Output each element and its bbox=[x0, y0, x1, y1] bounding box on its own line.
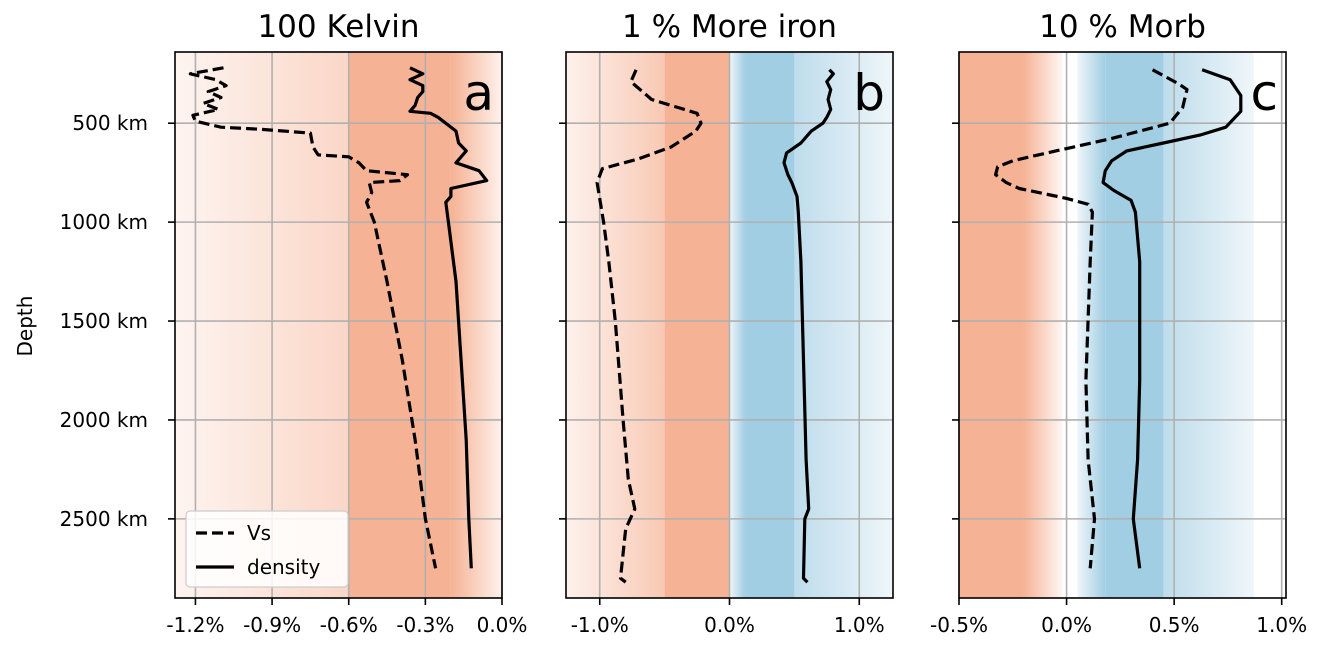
x-tick-label: -0.9% bbox=[243, 613, 301, 637]
y-axis-label: Depth bbox=[13, 296, 37, 357]
panel-c: -0.5% 0.0% 0.5% 1.0% 10 % Morb c bbox=[930, 9, 1307, 637]
shading-band bbox=[729, 52, 746, 598]
y-tick-label: 1000 km bbox=[60, 210, 148, 234]
panel-title: 1 % More iron bbox=[622, 9, 837, 45]
x-tick-label: -0.3% bbox=[396, 613, 454, 637]
background-shading bbox=[566, 52, 893, 598]
grid bbox=[566, 52, 893, 598]
shading-band bbox=[348, 52, 451, 598]
series-density-line bbox=[782, 68, 835, 584]
background-shading bbox=[959, 52, 1254, 598]
series-vs-line bbox=[188, 66, 438, 569]
x-tick-label: 0.5% bbox=[1149, 613, 1200, 637]
series-density-line bbox=[1101, 68, 1243, 569]
panel-title: 100 Kelvin bbox=[257, 9, 419, 45]
series-vs-line bbox=[994, 68, 1189, 569]
x-tick-label: 1.0% bbox=[834, 613, 885, 637]
x-tick-label: 0.0% bbox=[1041, 613, 1092, 637]
x-tick-label: -1.2% bbox=[166, 613, 224, 637]
panel-a: -1.2% -0.9% -0.6% -0.3% 0.0% 500 km 1000 km 150… bbox=[60, 9, 528, 637]
panel-letter: c bbox=[1251, 64, 1279, 122]
y-tick-label: 2000 km bbox=[60, 408, 148, 432]
legend-label: density bbox=[247, 555, 320, 579]
axes-frame bbox=[174, 51, 503, 599]
shading-band bbox=[566, 52, 665, 598]
shading-band bbox=[794, 52, 893, 598]
x-tick-label: -0.6% bbox=[320, 613, 378, 637]
shading-band bbox=[175, 52, 349, 598]
legend: Vs density bbox=[185, 510, 349, 588]
shading-band bbox=[1077, 52, 1106, 598]
shading-band bbox=[745, 52, 795, 598]
panel-b: -1.0% 0.0% 1.0% 1 % More iron b bbox=[559, 9, 894, 637]
x-tick-label: 0.0% bbox=[477, 613, 528, 637]
panel-letter: a bbox=[463, 64, 494, 122]
panel-title: 10 % Morb bbox=[1039, 9, 1206, 45]
grid bbox=[958, 52, 1286, 598]
panel-letter: b bbox=[853, 64, 885, 122]
y-tick-label: 500 km bbox=[72, 111, 148, 135]
series-vs-line bbox=[595, 69, 703, 584]
shading-band bbox=[1023, 52, 1063, 598]
x-tick-label: 0.0% bbox=[704, 613, 755, 637]
y-tick-label: 2500 km bbox=[60, 507, 148, 531]
shading-band bbox=[1163, 52, 1254, 598]
series-density-line bbox=[408, 66, 489, 569]
axes-frame bbox=[958, 51, 1287, 599]
x-tick-label: -0.5% bbox=[930, 613, 988, 637]
background-shading bbox=[175, 52, 502, 598]
y-tick-label: 1500 km bbox=[60, 309, 148, 333]
x-tick-label: -1.0% bbox=[571, 613, 629, 637]
shading-band bbox=[959, 52, 1024, 598]
x-tick-label: 1.0% bbox=[1256, 613, 1307, 637]
legend-label: Vs bbox=[247, 521, 271, 545]
shading-band bbox=[664, 52, 730, 598]
